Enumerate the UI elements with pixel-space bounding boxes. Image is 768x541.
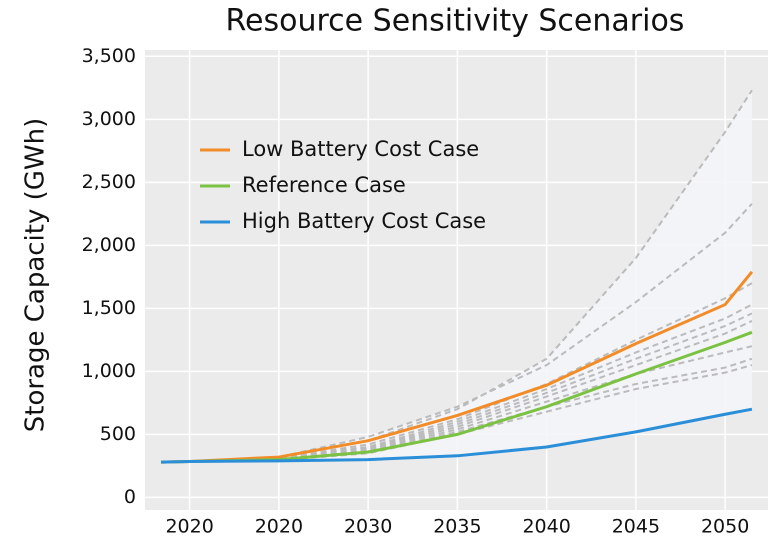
x-tick-label: 2020 <box>165 516 213 538</box>
x-tick-label: 2030 <box>344 516 392 538</box>
x-tick-label: 2040 <box>522 516 570 538</box>
sensitivity-line <box>161 203 753 464</box>
series-line <box>161 407 753 464</box>
x-tick-label: 2045 <box>612 516 660 538</box>
legend-label: Reference Case <box>242 173 406 197</box>
sensitivity-line <box>161 357 753 464</box>
y-axis-label: Storage Capacity (GWh) <box>21 118 51 433</box>
y-tick-label: 1,500 <box>82 297 136 319</box>
range-band <box>161 90 752 463</box>
x-tick-label: 2035 <box>433 516 481 538</box>
y-tick-label: 2,000 <box>82 234 136 256</box>
y-tick-label: 3,500 <box>82 45 136 67</box>
y-tick-label: 1,000 <box>82 360 136 382</box>
sensitivity-line <box>161 312 753 464</box>
legend-label: Low Battery Cost Case <box>242 137 479 161</box>
y-tick-label: 500 <box>100 423 136 445</box>
chart-title: Resource Sensitivity Scenarios <box>226 4 685 39</box>
y-tick-label: 3,000 <box>82 108 136 130</box>
y-tick-label: 2,500 <box>82 171 136 193</box>
sensitivity-line <box>161 89 753 464</box>
x-tick-label: 2020 <box>255 516 303 538</box>
legend-label: High Battery Cost Case <box>242 209 486 233</box>
sensitivity-line <box>161 364 753 464</box>
sensitivity-line <box>161 320 753 464</box>
y-tick-label: 0 <box>124 486 136 508</box>
sensitivity-line <box>161 282 753 464</box>
sensitivity-line <box>161 303 753 464</box>
x-tick-label: 2050 <box>701 516 749 538</box>
